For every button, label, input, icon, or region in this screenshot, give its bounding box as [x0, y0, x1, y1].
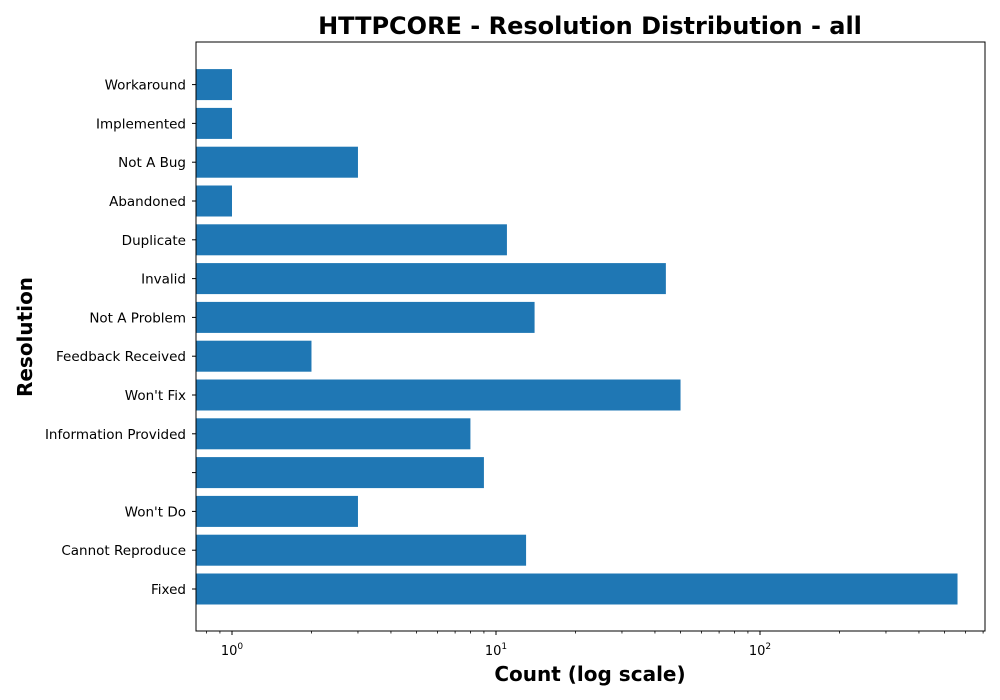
- plot-frame: [195, 41, 986, 632]
- bar-information-provided: [196, 418, 471, 450]
- x-axis-label: Count (log scale): [494, 662, 685, 686]
- bar-abandoned: [196, 185, 232, 217]
- bars-group: [196, 69, 958, 605]
- bar-won-t-fix: [196, 379, 681, 411]
- y-tick-label: Not A Problem: [89, 310, 186, 326]
- y-tick-label: Information Provided: [45, 427, 186, 443]
- bar-not-a-bug: [196, 146, 358, 178]
- bar-fixed: [196, 573, 958, 605]
- bar-implemented: [196, 107, 232, 139]
- x-tick-label: 100: [221, 642, 244, 659]
- y-tick-label: Feedback Received: [56, 349, 186, 365]
- bar-duplicate: [196, 224, 507, 256]
- y-tick-label: Not A Bug: [118, 155, 186, 171]
- y-tick-label: Implemented: [96, 116, 186, 132]
- x-tick-label: 102: [749, 642, 771, 659]
- y-tick-label: Fixed: [151, 582, 186, 598]
- x-ticks-group: 100 101 102: [206, 631, 984, 659]
- y-tick-label: Invalid: [141, 272, 186, 288]
- bar-invalid: [196, 263, 666, 295]
- x-tick-label: 101: [485, 642, 507, 659]
- y-tick-label: Abandoned: [109, 194, 186, 210]
- bar-not-a-problem: [196, 301, 535, 333]
- y-tick-label: Cannot Reproduce: [61, 543, 186, 559]
- y-tick-label: Won't Do: [125, 504, 186, 520]
- y-tick-label: Workaround: [105, 78, 186, 94]
- y-ticks-group: Fixed Cannot Reproduce Won't Do Information…: [45, 78, 196, 598]
- bar-feedback-received: [196, 340, 312, 372]
- bar-won-t-do: [196, 495, 358, 527]
- y-tick-label: Duplicate: [122, 233, 186, 249]
- y-axis-label: Resolution: [13, 277, 37, 397]
- y-tick-label: Won't Fix: [125, 388, 186, 404]
- bar-cannot-reproduce: [196, 534, 527, 566]
- chart-title: HTTPCORE - Resolution Distribution - all: [318, 12, 862, 40]
- bar-workaround: [196, 69, 232, 101]
- bar-blank: [196, 457, 484, 489]
